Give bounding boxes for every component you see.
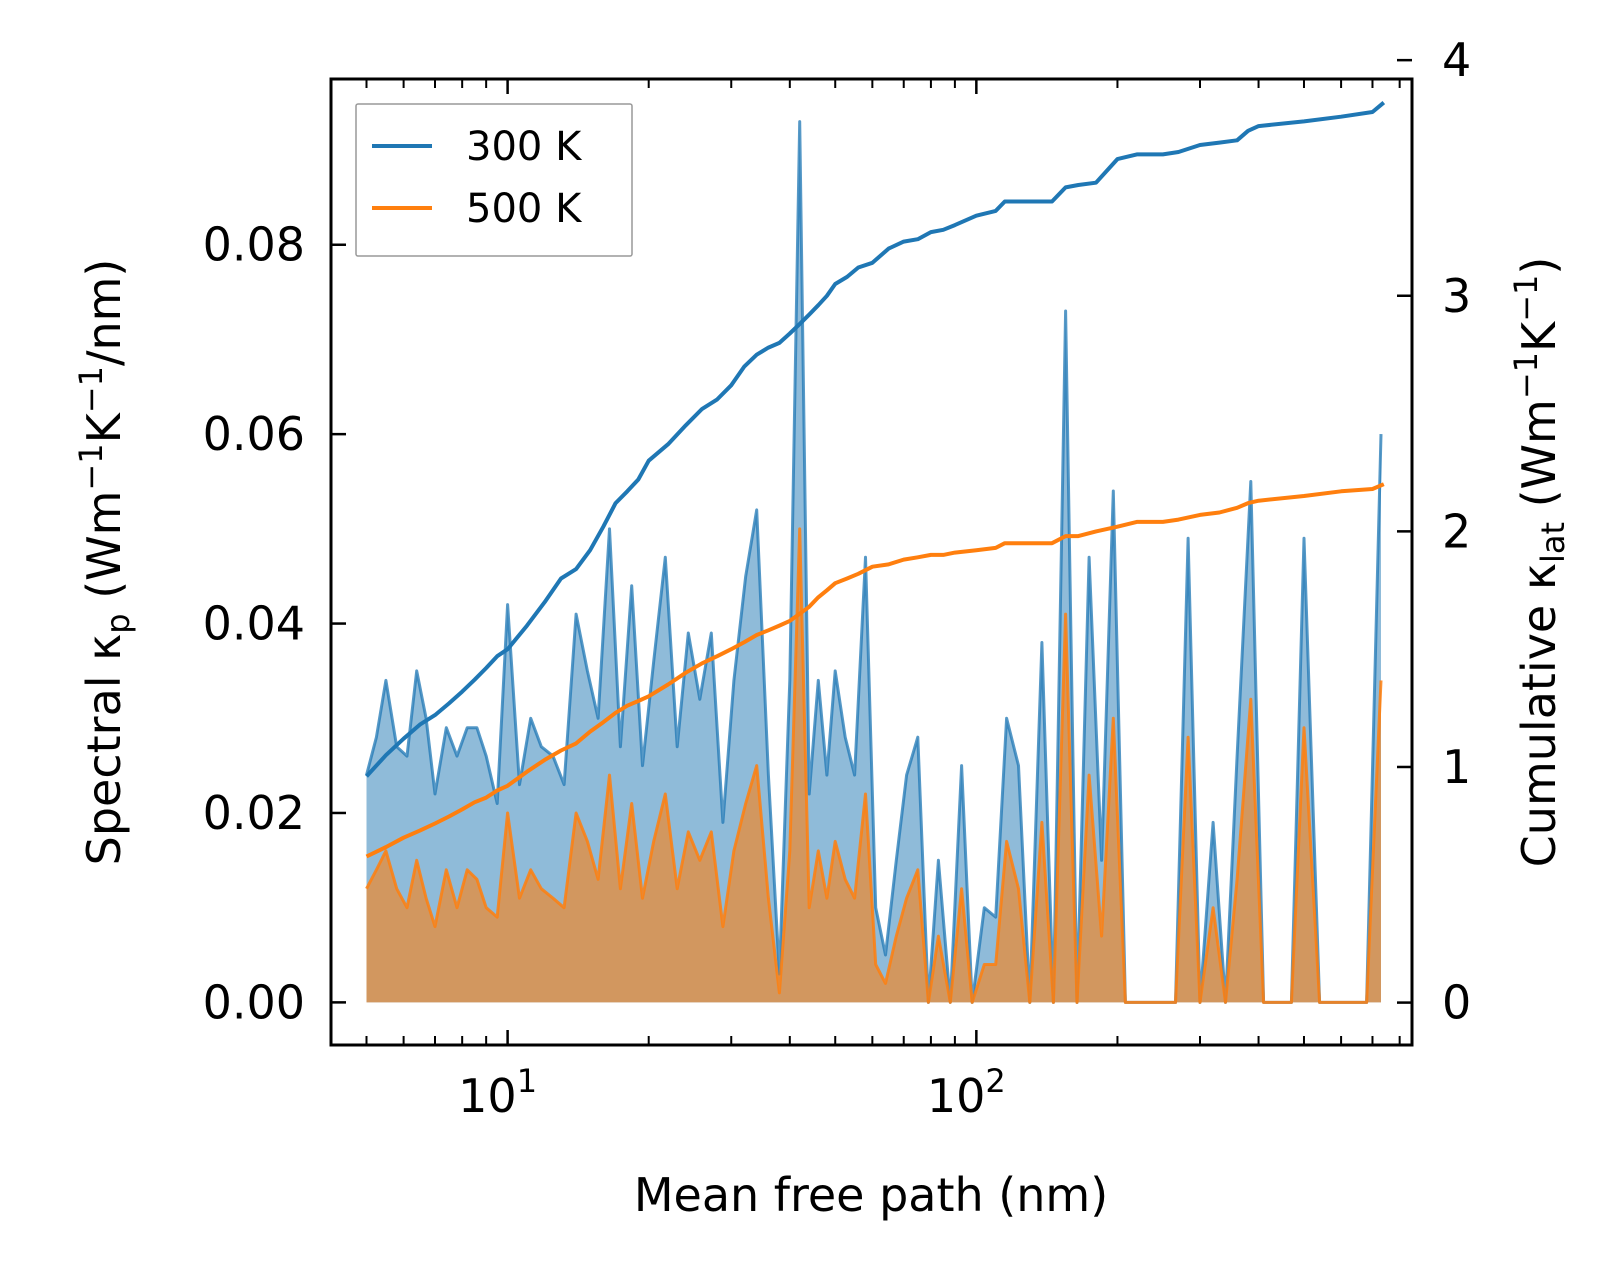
y-left-tick-label: 0.00 [203,975,305,1029]
cumulative-line-group [365,101,1386,859]
spectral-area-300k [366,121,1381,1003]
cumulative-line-300k [365,101,1386,778]
ylabel-left-post: /nm) [77,259,131,366]
spectral-line-500k [365,527,1383,1004]
y-right-tick-label: 1 [1442,740,1471,794]
ylabel-right-sup1: −1 [1507,352,1545,399]
ylabel-left-pre: Spectral κ [77,634,131,866]
y-axis-label-left: Spectral κp (Wm−1K−1/nm) [72,259,137,866]
legend: 300 K 500 K [355,103,633,257]
legend-label-300k: 300 K [466,124,583,170]
x-tick-label-exp: 2 [985,1062,1005,1100]
ylabel-left-sup1: −1 [72,443,110,490]
ylabel-right-mid: (Wm [1512,399,1566,522]
ylabel-right-sup2: −1 [1507,275,1545,322]
y-left-tick-label: 0.02 [203,786,305,840]
spectral-area-500k [366,528,1381,1003]
x-axis-label: Mean free path (nm) [634,1168,1108,1222]
cumulative-line-500k [365,482,1385,859]
spectral-fill-group [365,120,1383,1004]
x-tick-label: 102 [927,1062,1006,1123]
ylabel-left-mid: (Wm [77,491,131,614]
spectral-line-300k [365,120,1383,1004]
y-right-tick-label: 2 [1442,504,1471,558]
x-tick-label-base: 10 [927,1069,986,1123]
legend-box [355,103,633,257]
x-tick-label: 101 [458,1062,537,1123]
y-left-tick-label: 0.06 [203,407,305,461]
y-axis-label-right: Cumulative κlat (Wm−1K−1) [1507,257,1572,868]
x-tick-label-exp: 1 [517,1062,537,1100]
y-right-tick-label: 0 [1442,976,1471,1030]
ylabel-right-sub: lat [1534,522,1572,563]
ylabel-left-sub: p [99,613,137,633]
ylabel-right-mid2: K [1512,320,1566,352]
y-left-tick-label: 0.08 [203,218,305,272]
legend-label-500k: 500 K [466,186,583,232]
y-left-tick-label: 0.04 [203,597,305,651]
x-tick-label-base: 10 [458,1069,517,1123]
ylabel-left-sup2: −1 [72,366,110,413]
ylabel-right-post: ) [1512,257,1566,275]
y-right-tick-label: 3 [1442,269,1471,323]
ylabel-right-pre: Cumulative κ [1512,563,1566,867]
ylabel-left-mid2: K [77,411,131,443]
y-right-tick-label: 4 [1442,33,1471,87]
